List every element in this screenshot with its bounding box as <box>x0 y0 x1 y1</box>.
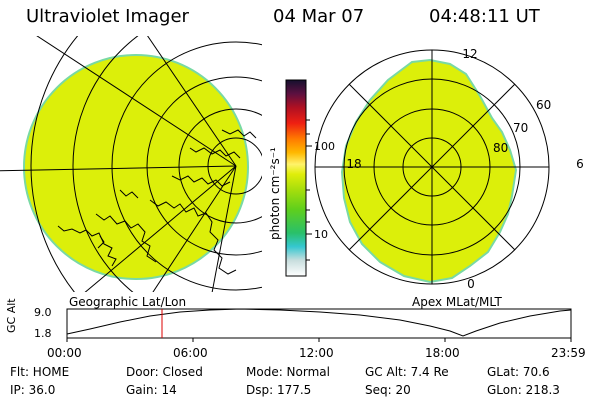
mlat-label-80: 80 <box>493 141 508 155</box>
image-time: 04:48:11 UT <box>429 6 540 27</box>
info-gain: Gain: 14 <box>126 383 177 397</box>
app-title: Ultraviolet Imager <box>26 6 189 27</box>
altitude-xtick: 00:00 <box>47 346 82 360</box>
geo-image-disk <box>23 54 249 280</box>
mlt-label-0: 0 <box>467 277 475 291</box>
altitude-xtick: 23:59 <box>551 346 586 360</box>
info-seq: Seq: 20 <box>365 383 411 397</box>
altitude-xtick: 12:00 <box>299 346 334 360</box>
geo-longitude-grid <box>0 36 237 292</box>
info-dsp: Dsp: 177.5 <box>246 383 312 397</box>
mlt-label-6: 6 <box>576 157 584 171</box>
apex-panel: 12 18 6 0 60 70 80 <box>314 47 584 291</box>
color-bar: 100 10 photon cm⁻²s⁻¹ <box>268 79 335 277</box>
color-bar-scale <box>285 79 307 277</box>
apex-panel-caption: Apex MLat/MLT <box>412 295 502 309</box>
info-glon: GLon: 218.3 <box>487 383 560 397</box>
info-door: Door: Closed <box>126 365 203 379</box>
geo-panel-caption: Geographic Lat/Lon <box>69 295 187 309</box>
geo-panel <box>0 36 262 292</box>
coastline <box>57 129 257 275</box>
image-date: 04 Mar 07 <box>273 6 365 27</box>
altitude-plot <box>66 308 572 342</box>
altitude-xtick: 18:00 <box>425 346 460 360</box>
info-glat: GLat: 70.6 <box>487 365 550 379</box>
altitude-y-label: GC Alt <box>5 298 18 333</box>
altitude-ytick-low: 1.8 <box>34 327 52 340</box>
info-mode: Mode: Normal <box>246 365 330 379</box>
geo-latitude-grid <box>30 36 262 292</box>
apex-grid <box>314 49 550 285</box>
altitude-curve <box>66 308 572 337</box>
mlat-label-60: 60 <box>536 98 551 112</box>
info-flight: Flt: HOME <box>10 365 70 379</box>
info-ip: IP: 36.0 <box>10 383 56 397</box>
mlat-label-70: 70 <box>513 121 528 135</box>
altitude-plot-frame <box>66 308 572 339</box>
info-gc-alt: GC Alt: 7.4 Re <box>365 365 449 379</box>
altitude-xtick: 06:00 <box>173 346 208 360</box>
color-bar-tick-10: 10 <box>314 228 328 241</box>
altitude-ytick-high: 9.0 <box>34 306 52 319</box>
mlt-label-12: 12 <box>462 47 477 61</box>
color-bar-unit-label: photon cm⁻²s⁻¹ <box>268 147 282 240</box>
color-bar-tick-100: 100 <box>314 140 335 153</box>
mlt-label-18: 18 <box>346 157 361 171</box>
